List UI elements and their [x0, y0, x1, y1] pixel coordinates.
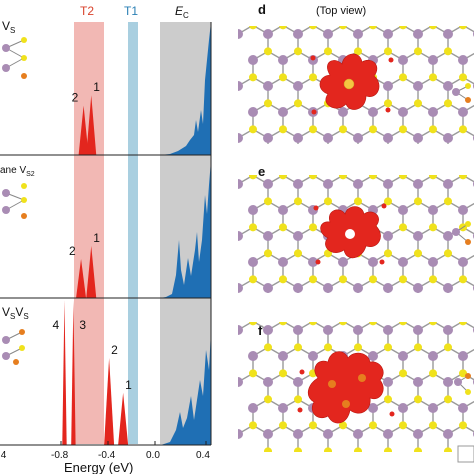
ec-label: EC [175, 4, 189, 20]
x-tick-partial: .4 [0, 450, 7, 461]
t2-band [74, 22, 104, 444]
panel-3-label: VSVS [2, 305, 29, 321]
peak-2-2 [76, 259, 87, 298]
t1-label: T1 [124, 4, 138, 18]
inset-structure-3 [2, 329, 25, 365]
peak-2-1 [86, 246, 97, 298]
side-view-e [452, 221, 471, 245]
side-view-f [454, 373, 471, 395]
x-tick-3: 0.4 [196, 450, 210, 461]
cb-dos-2 [160, 160, 211, 298]
x-tick-2: 0.0 [146, 450, 160, 461]
x-tick-0: -0.8 [51, 450, 69, 461]
peak-label-1-2: 2 [72, 91, 79, 105]
x-tick-1: -0.4 [98, 450, 116, 461]
isosurface-e [313, 203, 387, 265]
peak-3-4 [62, 300, 67, 445]
peak-label-3-3: 3 [79, 318, 86, 332]
panel-1-label: VS [2, 19, 15, 35]
peak-label-3-1: 1 [125, 378, 132, 392]
peak-1-1 [86, 95, 97, 155]
top-view-title: (Top view) [316, 5, 366, 17]
peak-label-1-1: 1 [93, 80, 100, 94]
panel-2-label: ane VS2 [0, 165, 35, 178]
t2-label: T2 [80, 4, 94, 18]
panel-letter-e: e [258, 164, 265, 179]
inset-structure-1 [2, 37, 27, 79]
isosurface-f [297, 351, 395, 424]
scale-box-fragment [457, 445, 474, 463]
inset-structure-2 [2, 183, 27, 219]
t1-band [128, 22, 138, 444]
peak-3-1 [118, 392, 129, 445]
peak-label-2-1: 1 [93, 231, 100, 245]
peak-3-2 [104, 358, 115, 445]
cb-dos-3 [160, 330, 211, 445]
peak-3-3 [71, 300, 76, 445]
peak-label-3-4: 4 [52, 318, 59, 332]
cb-dos-1 [160, 22, 211, 155]
side-view-d [452, 83, 471, 103]
isosurface-d [310, 53, 394, 115]
panel-letter-d: d [258, 2, 266, 17]
peak-label-3-2: 2 [111, 343, 118, 357]
peak-label-2-2: 2 [69, 244, 76, 258]
peak-1-2 [78, 105, 89, 155]
x-axis-title: Energy (eV) [64, 460, 133, 474]
panel-letter-f: f [258, 323, 263, 338]
x-ticks [60, 441, 207, 445]
